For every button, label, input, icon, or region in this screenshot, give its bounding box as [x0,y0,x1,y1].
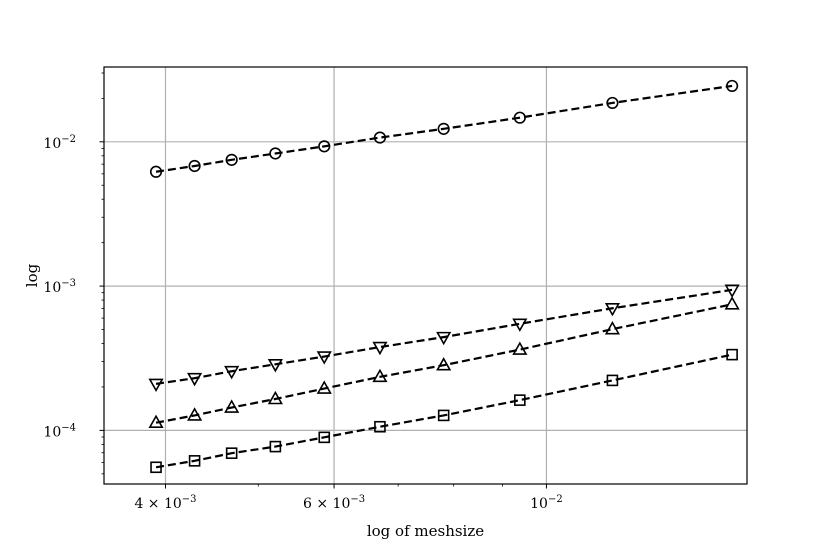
series-line-triangle-up [155,303,733,424]
square-marker [150,461,162,474]
triangle-up-marker [148,414,164,429]
series-line-square [155,353,733,469]
triangle-up-marker [267,390,283,405]
circle-marker [225,153,238,166]
circle-marker [149,165,163,178]
square-marker [606,374,619,387]
square-marker [726,348,738,361]
circle-marker [318,140,331,153]
triangle-down-marker [224,365,240,380]
circle-marker [373,131,387,144]
triangle-up-marker [436,357,452,371]
grid-lines [104,67,747,484]
x-tick-label: 4 × 10−3 [134,494,196,512]
triangle-up-marker [224,399,240,413]
y-tick-label: 10−4 [43,422,76,440]
axis-ticks: 4 × 10−3 6 × 10−3 10−2 10−4 10−3 10−2 [43,72,563,512]
triangle-up-marker [187,407,203,421]
triangle-up-marker [724,296,740,310]
circle-marker [437,122,450,135]
triangle-up-marker [372,368,388,383]
y-tick-label: 10−2 [43,134,76,152]
triangle-down-marker [316,351,332,365]
triangle-up-marker [604,321,620,335]
triangle-down-marker [436,331,452,346]
circle-marker [726,79,739,93]
series-group [148,79,740,474]
square-marker [514,394,526,406]
triangle-down-marker [604,302,620,317]
series-line-circle [155,84,733,173]
x-tick-label: 6 × 10−3 [303,494,365,512]
square-marker [374,420,386,433]
square-marker [318,431,331,444]
triangle-down-marker [372,341,388,356]
x-tick-label: 10−2 [530,494,563,512]
series-line-triangle-down [155,288,733,385]
triangle-down-marker [148,378,164,393]
triangle-down-marker [724,284,740,298]
circle-marker [513,111,526,124]
circle-marker [269,147,282,160]
square-marker [269,440,282,453]
circle-marker [606,96,619,110]
circle-marker [188,159,201,173]
triangle-up-marker [512,341,528,355]
square-marker [188,455,201,467]
triangle-up-marker [316,380,332,394]
triangle-down-marker [512,318,528,332]
square-marker [437,409,450,422]
triangle-down-marker [187,372,203,387]
y-axis-label: log [23,263,41,287]
x-axis-label: log of meshsize [367,522,484,540]
y-tick-label: 10−3 [43,278,76,296]
square-marker [225,447,238,459]
plot-frame [103,66,748,485]
triangle-down-marker [267,359,283,373]
